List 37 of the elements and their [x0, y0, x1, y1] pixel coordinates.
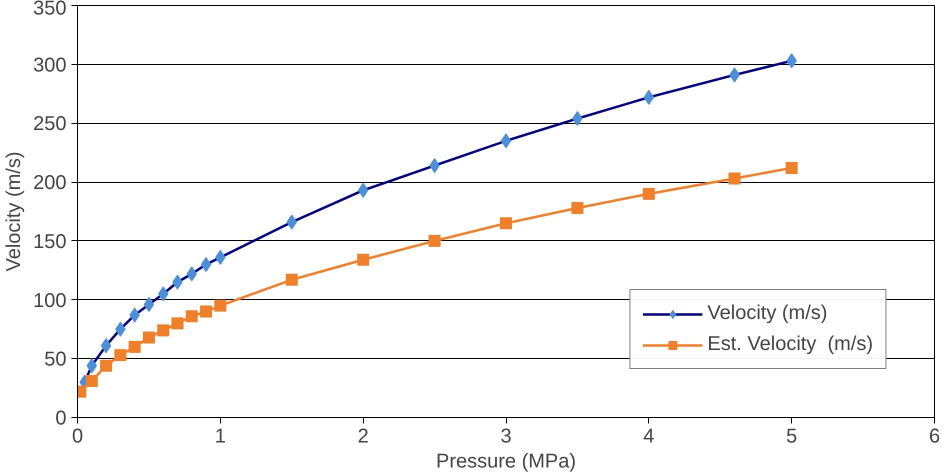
point: [728, 172, 741, 185]
x-tick-label: 2: [358, 426, 369, 448]
point: [100, 360, 112, 372]
y-tick-label: 300: [33, 54, 67, 76]
y-tick-label: 200: [33, 172, 67, 194]
legend-label: Velocity (m/s): [707, 302, 828, 325]
y-tick-label: 150: [33, 230, 67, 253]
point: [200, 306, 212, 318]
point: [186, 310, 198, 322]
point: [500, 217, 512, 230]
point: [571, 202, 584, 214]
y-tick-label: 100: [33, 290, 67, 312]
point: [86, 375, 98, 388]
point: [642, 188, 655, 200]
point: [171, 317, 184, 330]
y-tick-label: 250: [33, 113, 67, 136]
point: [786, 162, 798, 174]
x-tick-label: 4: [643, 426, 654, 448]
x-tick-label: 3: [500, 426, 512, 448]
legend-label: Est. Velocity (m/s): [707, 333, 873, 356]
point: [142, 331, 155, 344]
y-axis-title: Velocity (m/s): [3, 151, 26, 272]
point: [114, 349, 126, 362]
x-tick-label: 0: [72, 426, 84, 448]
y-tick-label: 50: [44, 348, 67, 371]
point: [214, 300, 226, 312]
x-tick-label: 6: [928, 426, 940, 448]
point: [286, 274, 298, 286]
point: [357, 254, 370, 266]
x-axis-title: Pressure (MPa): [436, 450, 576, 472]
y-tick-label: 350: [33, 0, 67, 20]
point: [128, 340, 141, 353]
x-tick-label: 1: [214, 426, 226, 448]
point: [428, 234, 441, 247]
y-tick-label: 0: [55, 408, 66, 430]
x-tick-label: 5: [786, 426, 798, 448]
point: [157, 324, 170, 336]
